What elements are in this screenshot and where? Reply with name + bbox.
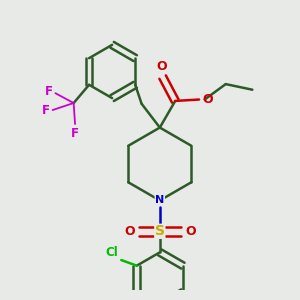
Text: N: N bbox=[155, 196, 164, 206]
Text: O: O bbox=[202, 93, 213, 106]
Text: O: O bbox=[185, 225, 196, 238]
Text: S: S bbox=[155, 224, 165, 238]
Text: O: O bbox=[124, 225, 135, 238]
Text: F: F bbox=[42, 103, 50, 116]
Text: F: F bbox=[71, 128, 79, 140]
Text: F: F bbox=[45, 85, 52, 98]
Text: O: O bbox=[156, 60, 166, 73]
Text: Cl: Cl bbox=[106, 246, 118, 259]
